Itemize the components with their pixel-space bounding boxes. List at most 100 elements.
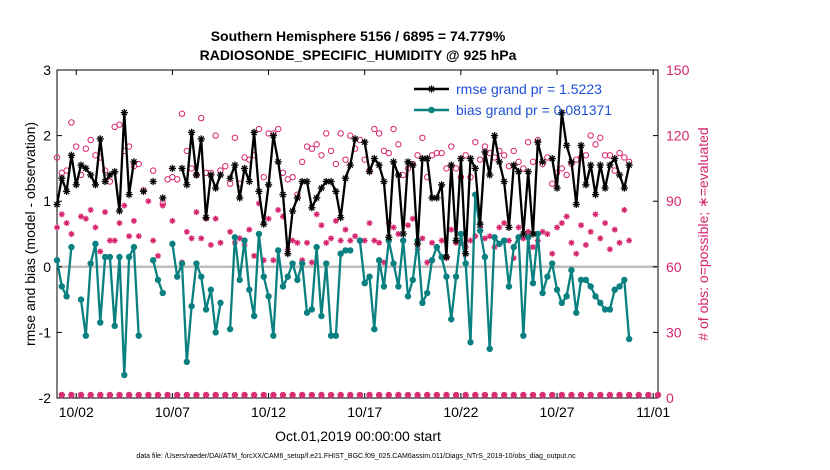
legend-rmse-label: rmse grand pr = 1.5223 — [456, 81, 602, 97]
obs-possible-zero-point — [270, 391, 277, 399]
obs-evaluated-zero-point — [559, 392, 565, 398]
obs-evaluated-point — [130, 217, 137, 224]
rmse-point — [447, 161, 455, 169]
y2-tick-label: 30 — [666, 324, 682, 340]
obs-evaluated-point — [429, 239, 436, 246]
obs-possible-zero-point — [125, 391, 133, 399]
obs-evaluated-point — [198, 235, 205, 242]
bias-point — [313, 243, 320, 251]
obs-evaluated-point — [294, 239, 301, 246]
obs-evaluated-zero-point — [117, 392, 122, 398]
obs-possible-point — [274, 125, 282, 133]
obs-possible-point — [299, 158, 306, 166]
rmse-point — [409, 161, 417, 169]
obs-possible-point — [337, 130, 344, 137]
obs-evaluated-zero-point — [309, 392, 315, 398]
y2-tick-label: 60 — [666, 259, 682, 275]
rmse-point — [101, 177, 109, 186]
bias-point — [77, 296, 85, 303]
rmse-point — [111, 168, 119, 176]
bias-point — [606, 306, 614, 313]
obs-evaluated-zero-point — [357, 392, 363, 398]
obs-evaluated-point — [568, 239, 575, 246]
bias-point — [544, 273, 551, 280]
obs-possible-point — [601, 152, 609, 159]
obs-evaluated-point — [597, 235, 604, 242]
obs-evaluated-point — [318, 222, 325, 229]
obs-evaluated-zero-point — [270, 392, 276, 398]
obs-possible-point — [438, 149, 445, 157]
bias-point — [395, 283, 402, 290]
obs-possible-point — [371, 125, 378, 133]
rmse-point — [500, 177, 508, 186]
rmse-point — [466, 154, 475, 163]
bias-point — [159, 289, 166, 297]
obs-possible-zero-point — [414, 391, 421, 399]
bias-point — [260, 273, 267, 280]
rmse-point — [303, 177, 311, 186]
bias-point — [111, 322, 118, 330]
bias-point — [443, 273, 450, 280]
rmse-point — [87, 171, 95, 179]
bias-point — [347, 247, 354, 254]
bias-point — [592, 293, 599, 300]
obs-possible-zero-point — [625, 391, 633, 399]
obs-possible-zero-point — [491, 391, 498, 399]
bias-point — [621, 276, 628, 284]
x-tick-label: 10/22 — [443, 404, 478, 420]
obs-possible-zero-point — [154, 391, 162, 399]
rmse-point — [139, 187, 148, 195]
obs-evaluated-point — [592, 211, 599, 218]
rmse-point — [587, 161, 595, 169]
footer-file-path: data file: /Users/raeder/DAI/ATM_forcXX/… — [136, 453, 576, 460]
bias-point — [183, 358, 191, 366]
bias-point — [505, 283, 513, 290]
rmse-point — [380, 177, 388, 186]
rmse-point — [524, 168, 532, 176]
obs-evaluated-point — [529, 244, 536, 251]
obs-evaluated-zero-point — [636, 392, 642, 398]
rmse-point — [269, 132, 277, 140]
obs-evaluated-point — [611, 226, 618, 233]
obs-possible-point — [520, 165, 527, 172]
obs-evaluated-zero-point — [251, 392, 257, 398]
rmse-point — [183, 181, 191, 189]
bias-point — [323, 260, 330, 267]
bias-point — [255, 230, 263, 238]
rmse-point — [125, 191, 133, 199]
bias-point — [92, 240, 99, 248]
obs-evaluated-zero-point — [655, 392, 661, 398]
rmse-point — [317, 184, 326, 192]
obs-evaluated-point — [265, 215, 272, 222]
obs-evaluated-zero-point — [405, 392, 411, 398]
obs-possible-zero-point — [327, 391, 335, 399]
bias-point — [188, 302, 195, 310]
rmse-point — [611, 154, 619, 163]
bias-point — [375, 257, 383, 264]
obs-evaluated-point — [304, 239, 311, 246]
bias-point — [399, 237, 407, 244]
obs-evaluated-point — [366, 220, 373, 227]
obs-evaluated-zero-point — [242, 392, 247, 398]
rmse-point — [245, 177, 253, 186]
bias-point — [524, 234, 532, 241]
obs-possible-point — [443, 165, 450, 172]
obs-possible-zero-point — [77, 391, 85, 399]
obs-evaluated-zero-point — [415, 392, 420, 398]
obs-evaluated-point — [606, 246, 613, 253]
bias-point — [404, 293, 412, 300]
rmse-point — [361, 138, 369, 146]
rmse-point — [433, 194, 441, 202]
obs-possible-point — [616, 149, 623, 157]
rmse-point — [346, 161, 354, 169]
bias-point — [510, 243, 517, 251]
obs-evaluated-point — [515, 224, 522, 231]
obs-possible-zero-point — [106, 391, 114, 399]
obs-evaluated-zero-point — [569, 392, 574, 398]
obs-possible-point — [558, 165, 566, 172]
bias-point — [121, 371, 128, 379]
obs-possible-point — [510, 147, 517, 155]
obs-evaluated-zero-point — [463, 392, 469, 398]
bias-point — [270, 332, 277, 339]
rmse-point — [418, 154, 427, 163]
